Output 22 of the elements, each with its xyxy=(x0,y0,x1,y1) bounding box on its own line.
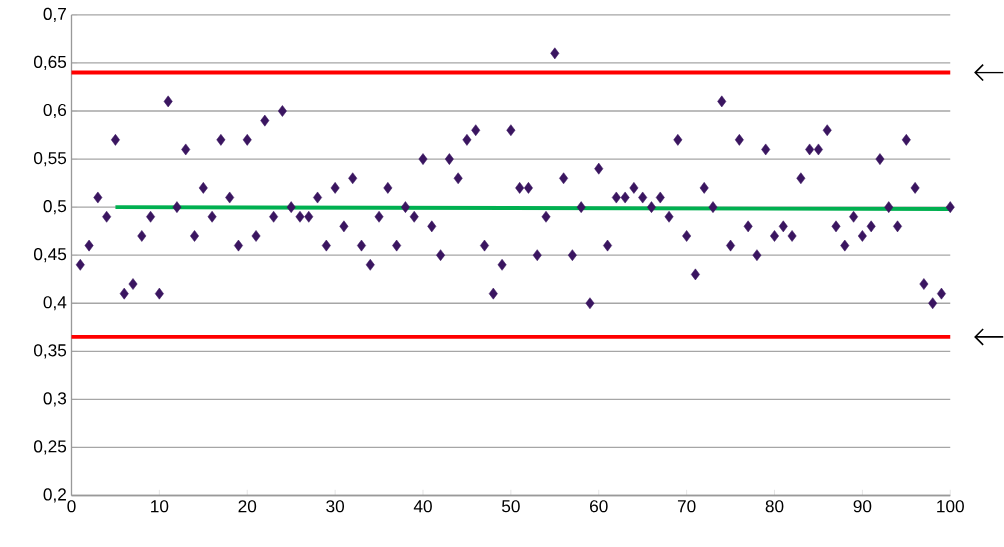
x-tick-label: 60 xyxy=(590,500,608,513)
y-tick-label: 0,65 xyxy=(33,55,67,71)
y-tick-label: 0,55 xyxy=(33,151,67,167)
x-tick-label: 80 xyxy=(765,500,784,513)
y-tick-label: 0,4 xyxy=(43,296,67,311)
x-tick-label: 0 xyxy=(67,500,76,513)
x-tick-label: 10 xyxy=(151,500,169,513)
x-tick-label: 20 xyxy=(238,500,257,513)
x-tick-label: 40 xyxy=(413,500,432,513)
y-tick-label: 0,3 xyxy=(43,392,67,407)
y-tick-label: 0,45 xyxy=(33,248,67,263)
y-tick-label: 0,35 xyxy=(33,344,67,359)
y-tick-label: 0,5 xyxy=(43,199,67,215)
y-tick-label: 0,6 xyxy=(43,103,67,119)
x-tick-label: 50 xyxy=(501,500,520,513)
y-tick-label: 0,7 xyxy=(43,7,66,22)
x-tick-label: 70 xyxy=(677,500,696,513)
y-tick-label: 0,25 xyxy=(33,440,67,455)
x-tick-label: 90 xyxy=(853,500,872,513)
x-tick-label: 30 xyxy=(326,500,345,513)
y-tick-label: 0,2 xyxy=(43,488,66,503)
x-tick-label: 100 xyxy=(937,500,964,513)
